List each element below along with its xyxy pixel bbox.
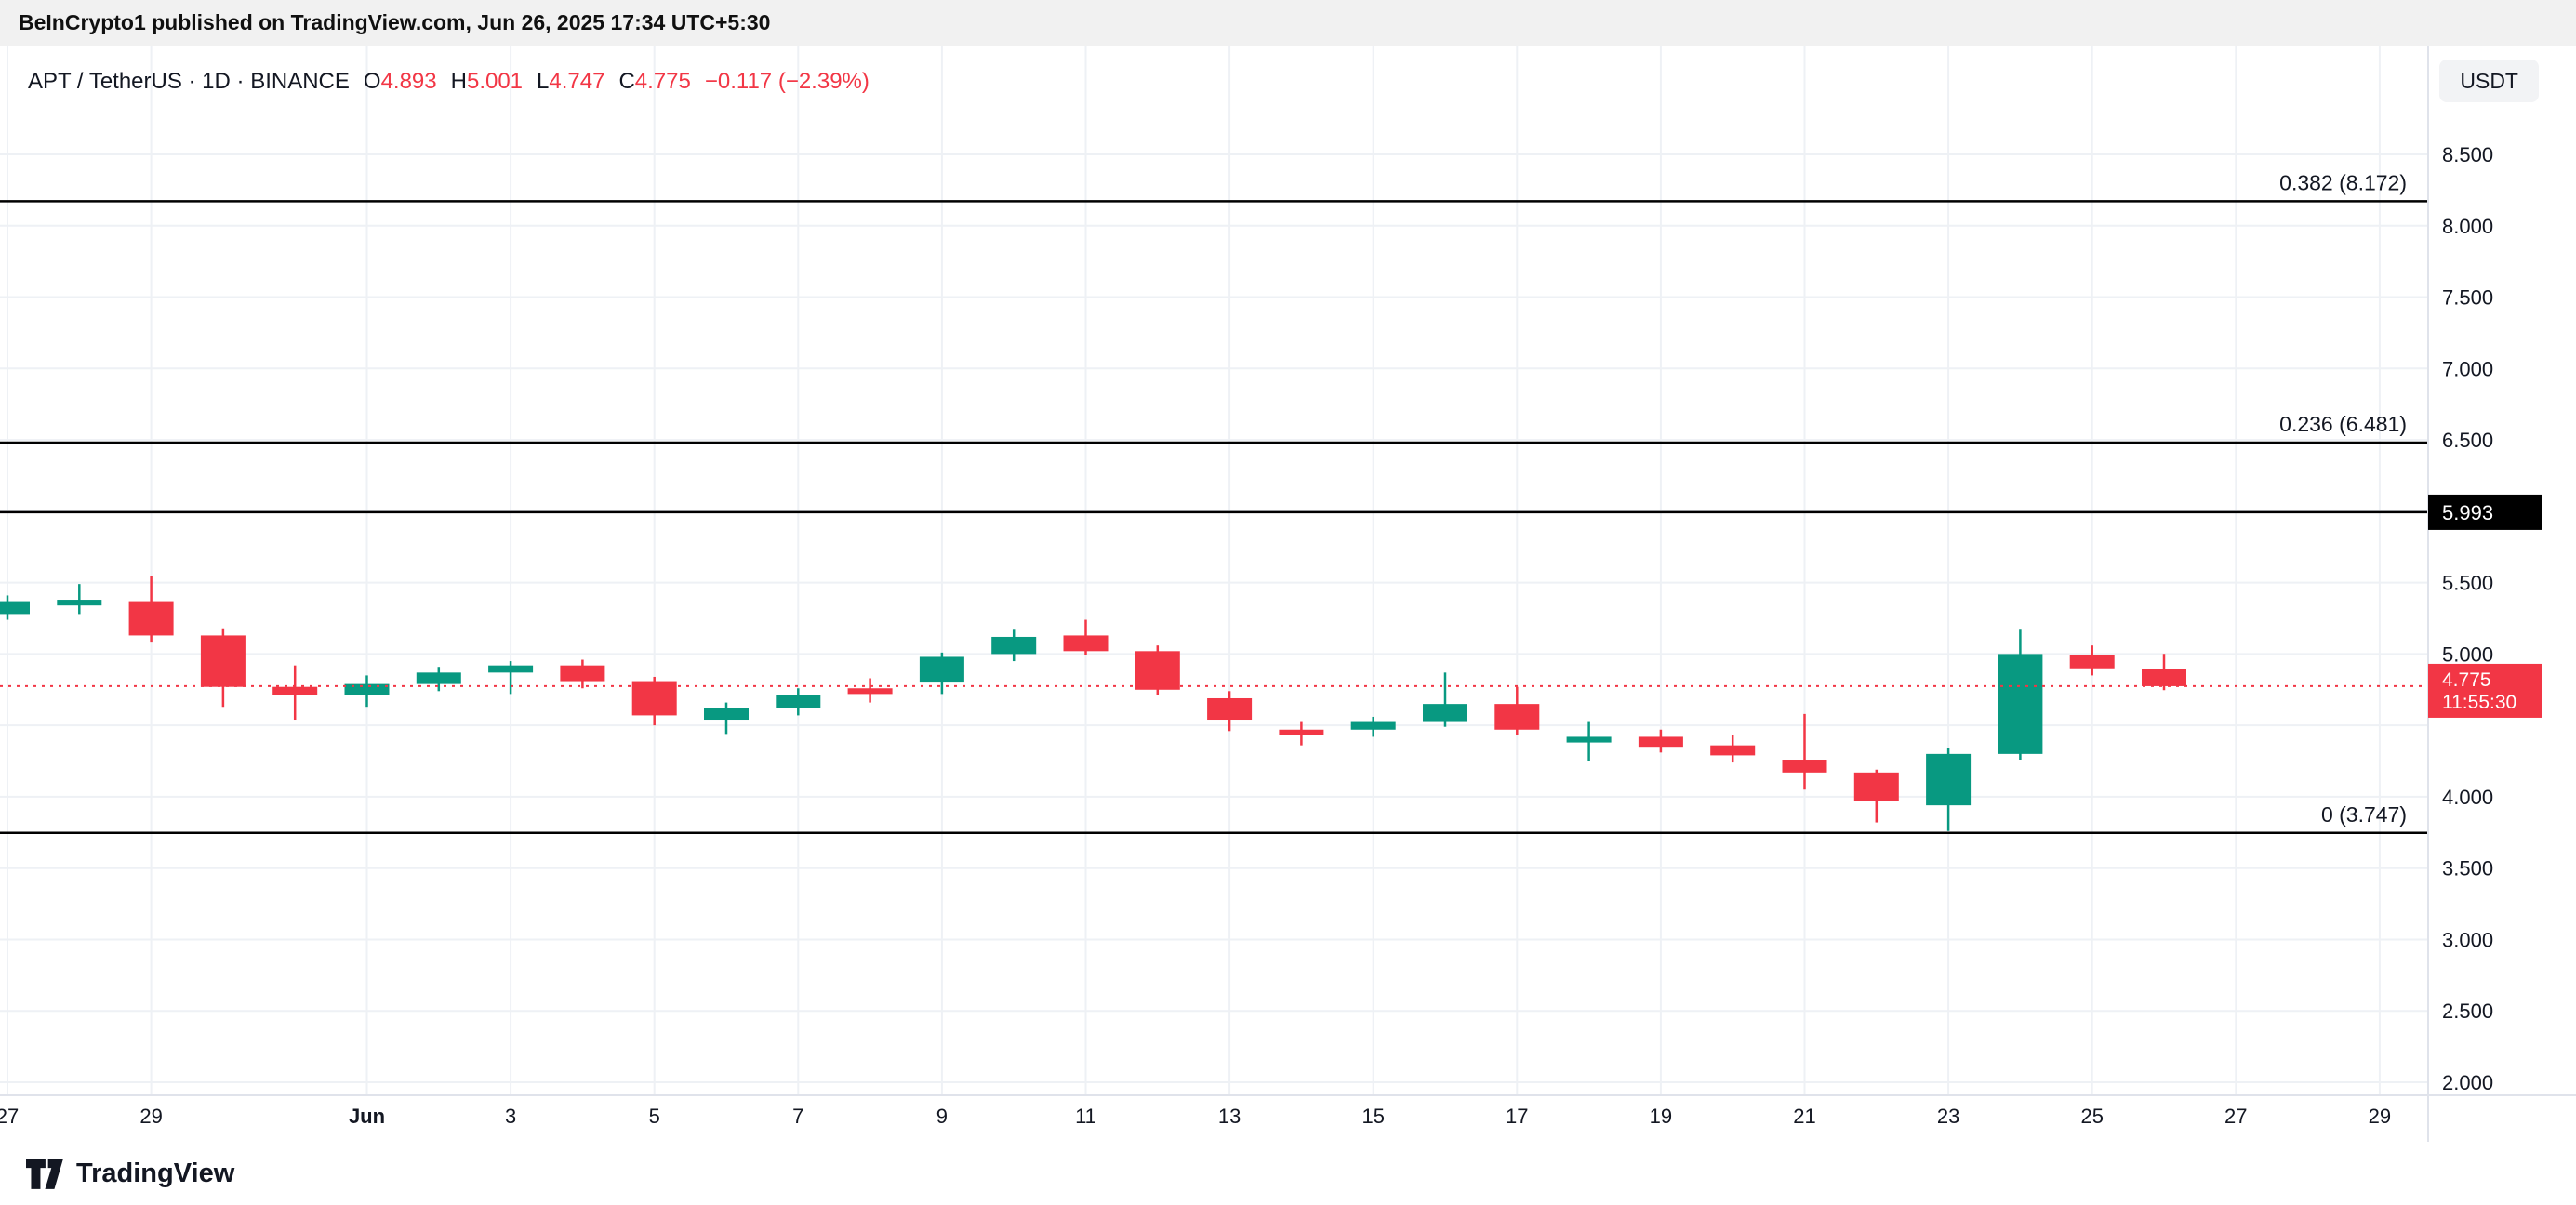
candlestick: [704, 702, 749, 735]
price-axis-label: 5.000: [2442, 642, 2493, 666]
price-axis-label: 7.500: [2442, 286, 2493, 310]
candlestick: [416, 667, 461, 692]
candlestick: [1638, 729, 1683, 753]
candlestick: [1782, 713, 1827, 790]
time-axis-label: 13: [1218, 1105, 1241, 1128]
candlestick: [0, 595, 30, 620]
attribution-bar: BeInCrypto1 published on TradingView.com…: [0, 0, 2576, 46]
price-axis-label: 2.500: [2442, 1000, 2493, 1023]
time-axis-label: 5: [649, 1105, 660, 1128]
candlestick: [488, 661, 534, 695]
svg-text:5.993: 5.993: [2442, 501, 2493, 524]
price-axis-label: 3.000: [2442, 928, 2493, 951]
time-axis-label: 9: [936, 1105, 948, 1128]
price-axis-label: 2.000: [2442, 1071, 2493, 1094]
candlestick: [919, 652, 964, 695]
price-axis-label: 8.500: [2442, 143, 2493, 166]
symbol-legend: APT / TetherUS · 1D · BINANCE O4.893 H5.…: [28, 69, 870, 95]
tradingview-brand[interactable]: TradingView: [76, 1158, 235, 1188]
time-axis-label: 29: [139, 1105, 162, 1128]
ohlc-close: C4.775: [618, 69, 691, 94]
time-axis-label: 29: [2369, 1105, 2391, 1128]
price-change: −0.117 (−2.39%): [704, 69, 870, 94]
time-axis-label: 3: [505, 1105, 516, 1128]
candlestick: [631, 676, 677, 726]
candlestick: [1063, 619, 1109, 655]
time-axis-label: 25: [2080, 1105, 2103, 1128]
last-price-value: 4.775: [2442, 669, 2491, 691]
candlestick: [1494, 686, 1540, 735]
candlestick: [200, 628, 246, 708]
candlestick: [1279, 721, 1324, 746]
time-axis-label: 27: [0, 1105, 19, 1128]
chart-area[interactable]: 8.500 8.000 7.500 7.000 6.500 5.500 5.000 4.000…: [0, 46, 2576, 1142]
candlestick: [1998, 629, 2043, 761]
time-axis-label: 23: [1937, 1105, 1959, 1128]
countdown-timer: 11:55:30: [2442, 692, 2516, 713]
time-axis-label: 21: [1793, 1105, 1815, 1128]
fib-level-label: 0 (3.747): [2321, 802, 2407, 827]
candlestick: [560, 659, 605, 689]
symbol-title[interactable]: APT / TetherUS · 1D · BINANCE: [28, 69, 350, 94]
axis-price-badge: 5.993: [2428, 494, 2542, 530]
price-axis-label: 5.500: [2442, 572, 2493, 595]
candlestick: [1710, 735, 1756, 763]
candlestick: [2069, 645, 2115, 676]
fib-level-label: 0.382 (8.172): [2279, 170, 2407, 194]
time-axis-label: Jun: [349, 1105, 385, 1128]
tradingview-logo-icon[interactable]: [26, 1158, 63, 1189]
ohlc-open: O4.893: [363, 69, 437, 94]
price-axis-label: 6.500: [2442, 429, 2493, 452]
candlestick: [1207, 691, 1253, 732]
time-axis-label: 11: [1075, 1105, 1096, 1128]
time-axis-label: 27: [2224, 1105, 2247, 1128]
candlestick: [1423, 672, 1467, 727]
candlestick: [776, 688, 821, 716]
ohlc-low: L4.747: [537, 69, 605, 94]
ohlc-high: H5.001: [450, 69, 524, 94]
candlestick: [1926, 748, 1972, 831]
candlestick: [1853, 769, 1899, 823]
candlestick: [128, 575, 174, 643]
price-axis-label: 7.000: [2442, 357, 2493, 380]
footer-bar[interactable]: TradingView: [0, 1142, 2576, 1205]
candlestick: [57, 584, 102, 615]
candlestick: [344, 675, 390, 708]
candlestick: [991, 629, 1037, 662]
time-axis-label: 19: [1650, 1105, 1672, 1128]
price-axis-label: 8.000: [2442, 215, 2493, 238]
attribution-text: BeInCrypto1 published on TradingView.com…: [19, 10, 771, 34]
candlestick: [1566, 721, 1612, 761]
candlestick: [272, 665, 318, 721]
time-axis-label: 7: [792, 1105, 803, 1128]
candlestick: [2142, 654, 2186, 691]
time-axis-label: 17: [1506, 1105, 1528, 1128]
price-axis-label: 4.000: [2442, 786, 2493, 809]
fib-level-label: 0.236 (6.481): [2279, 412, 2407, 436]
currency-toggle-button[interactable]: USDT: [2439, 60, 2539, 102]
price-chart[interactable]: 8.500 8.000 7.500 7.000 6.500 5.500 5.000 4.000…: [0, 46, 2576, 1142]
candlestick: [1135, 645, 1180, 695]
price-axis-label: 3.500: [2442, 857, 2493, 881]
candlestick: [847, 678, 893, 703]
candlestick: [1350, 716, 1396, 737]
time-axis-label: 15: [1361, 1105, 1384, 1128]
